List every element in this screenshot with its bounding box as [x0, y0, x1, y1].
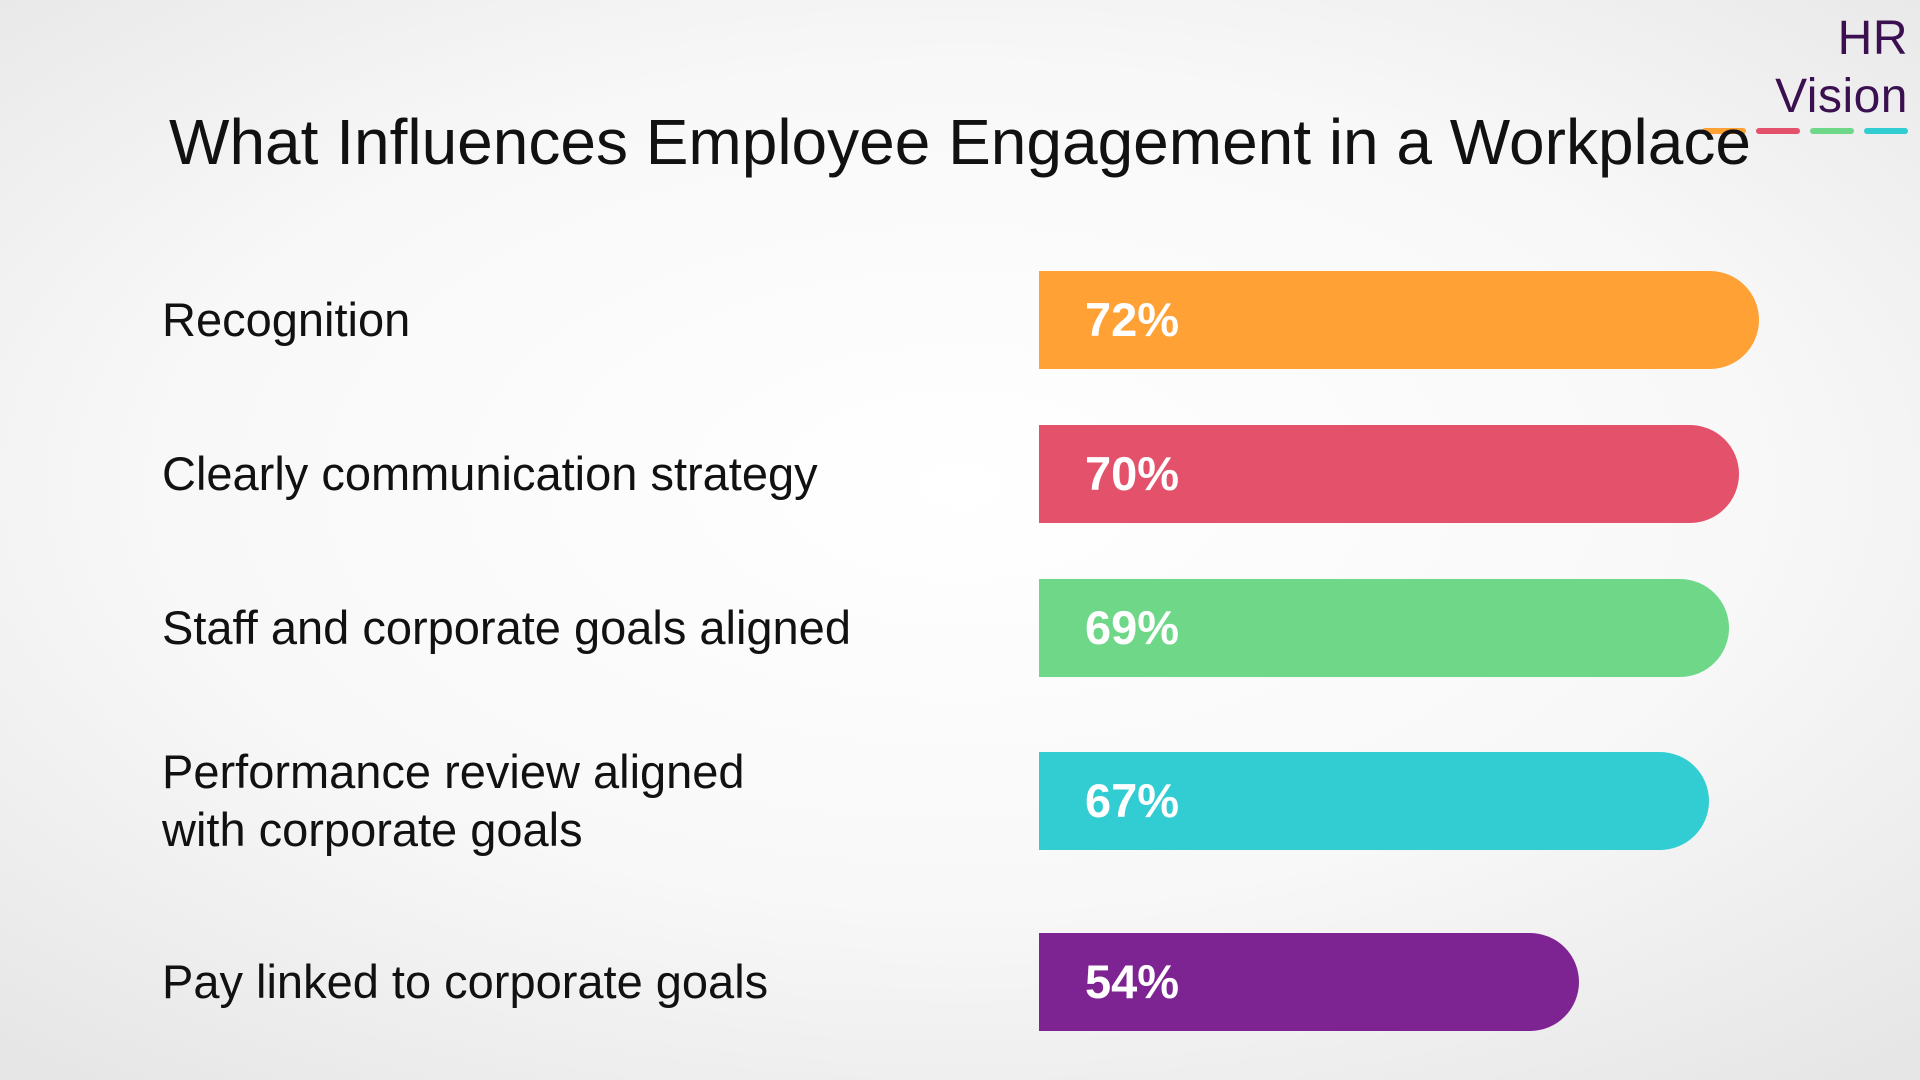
category-label: Pay linked to corporate goals	[162, 955, 769, 1008]
bar-value-label: 67%	[1085, 774, 1180, 827]
brand-name: HR Vision	[1775, 12, 1908, 123]
bar	[1039, 579, 1729, 677]
brand-dash	[1864, 128, 1908, 134]
chart-title: What Influences Employee Engagement in a…	[169, 106, 1751, 178]
brand-logo: HR Vision	[1698, 10, 1908, 134]
brand-dashes	[1698, 128, 1908, 134]
category-label: Clearly communication strategy	[162, 447, 818, 500]
bar-value-label: 69%	[1085, 601, 1180, 654]
bar-value-label: 72%	[1085, 293, 1180, 346]
brand-dash	[1810, 128, 1854, 134]
bar	[1039, 752, 1709, 850]
bar	[1039, 933, 1579, 1031]
brand-dash	[1702, 128, 1746, 134]
bar-value-label: 70%	[1085, 447, 1180, 500]
category-label: Performance review aligned with corporat…	[162, 745, 745, 856]
bar	[1039, 425, 1739, 523]
bar	[1039, 271, 1759, 369]
brand-dash	[1756, 128, 1800, 134]
category-label: Recognition	[162, 293, 411, 346]
bar-value-label: 54%	[1085, 955, 1180, 1008]
category-label: Staff and corporate goals aligned	[162, 601, 851, 654]
